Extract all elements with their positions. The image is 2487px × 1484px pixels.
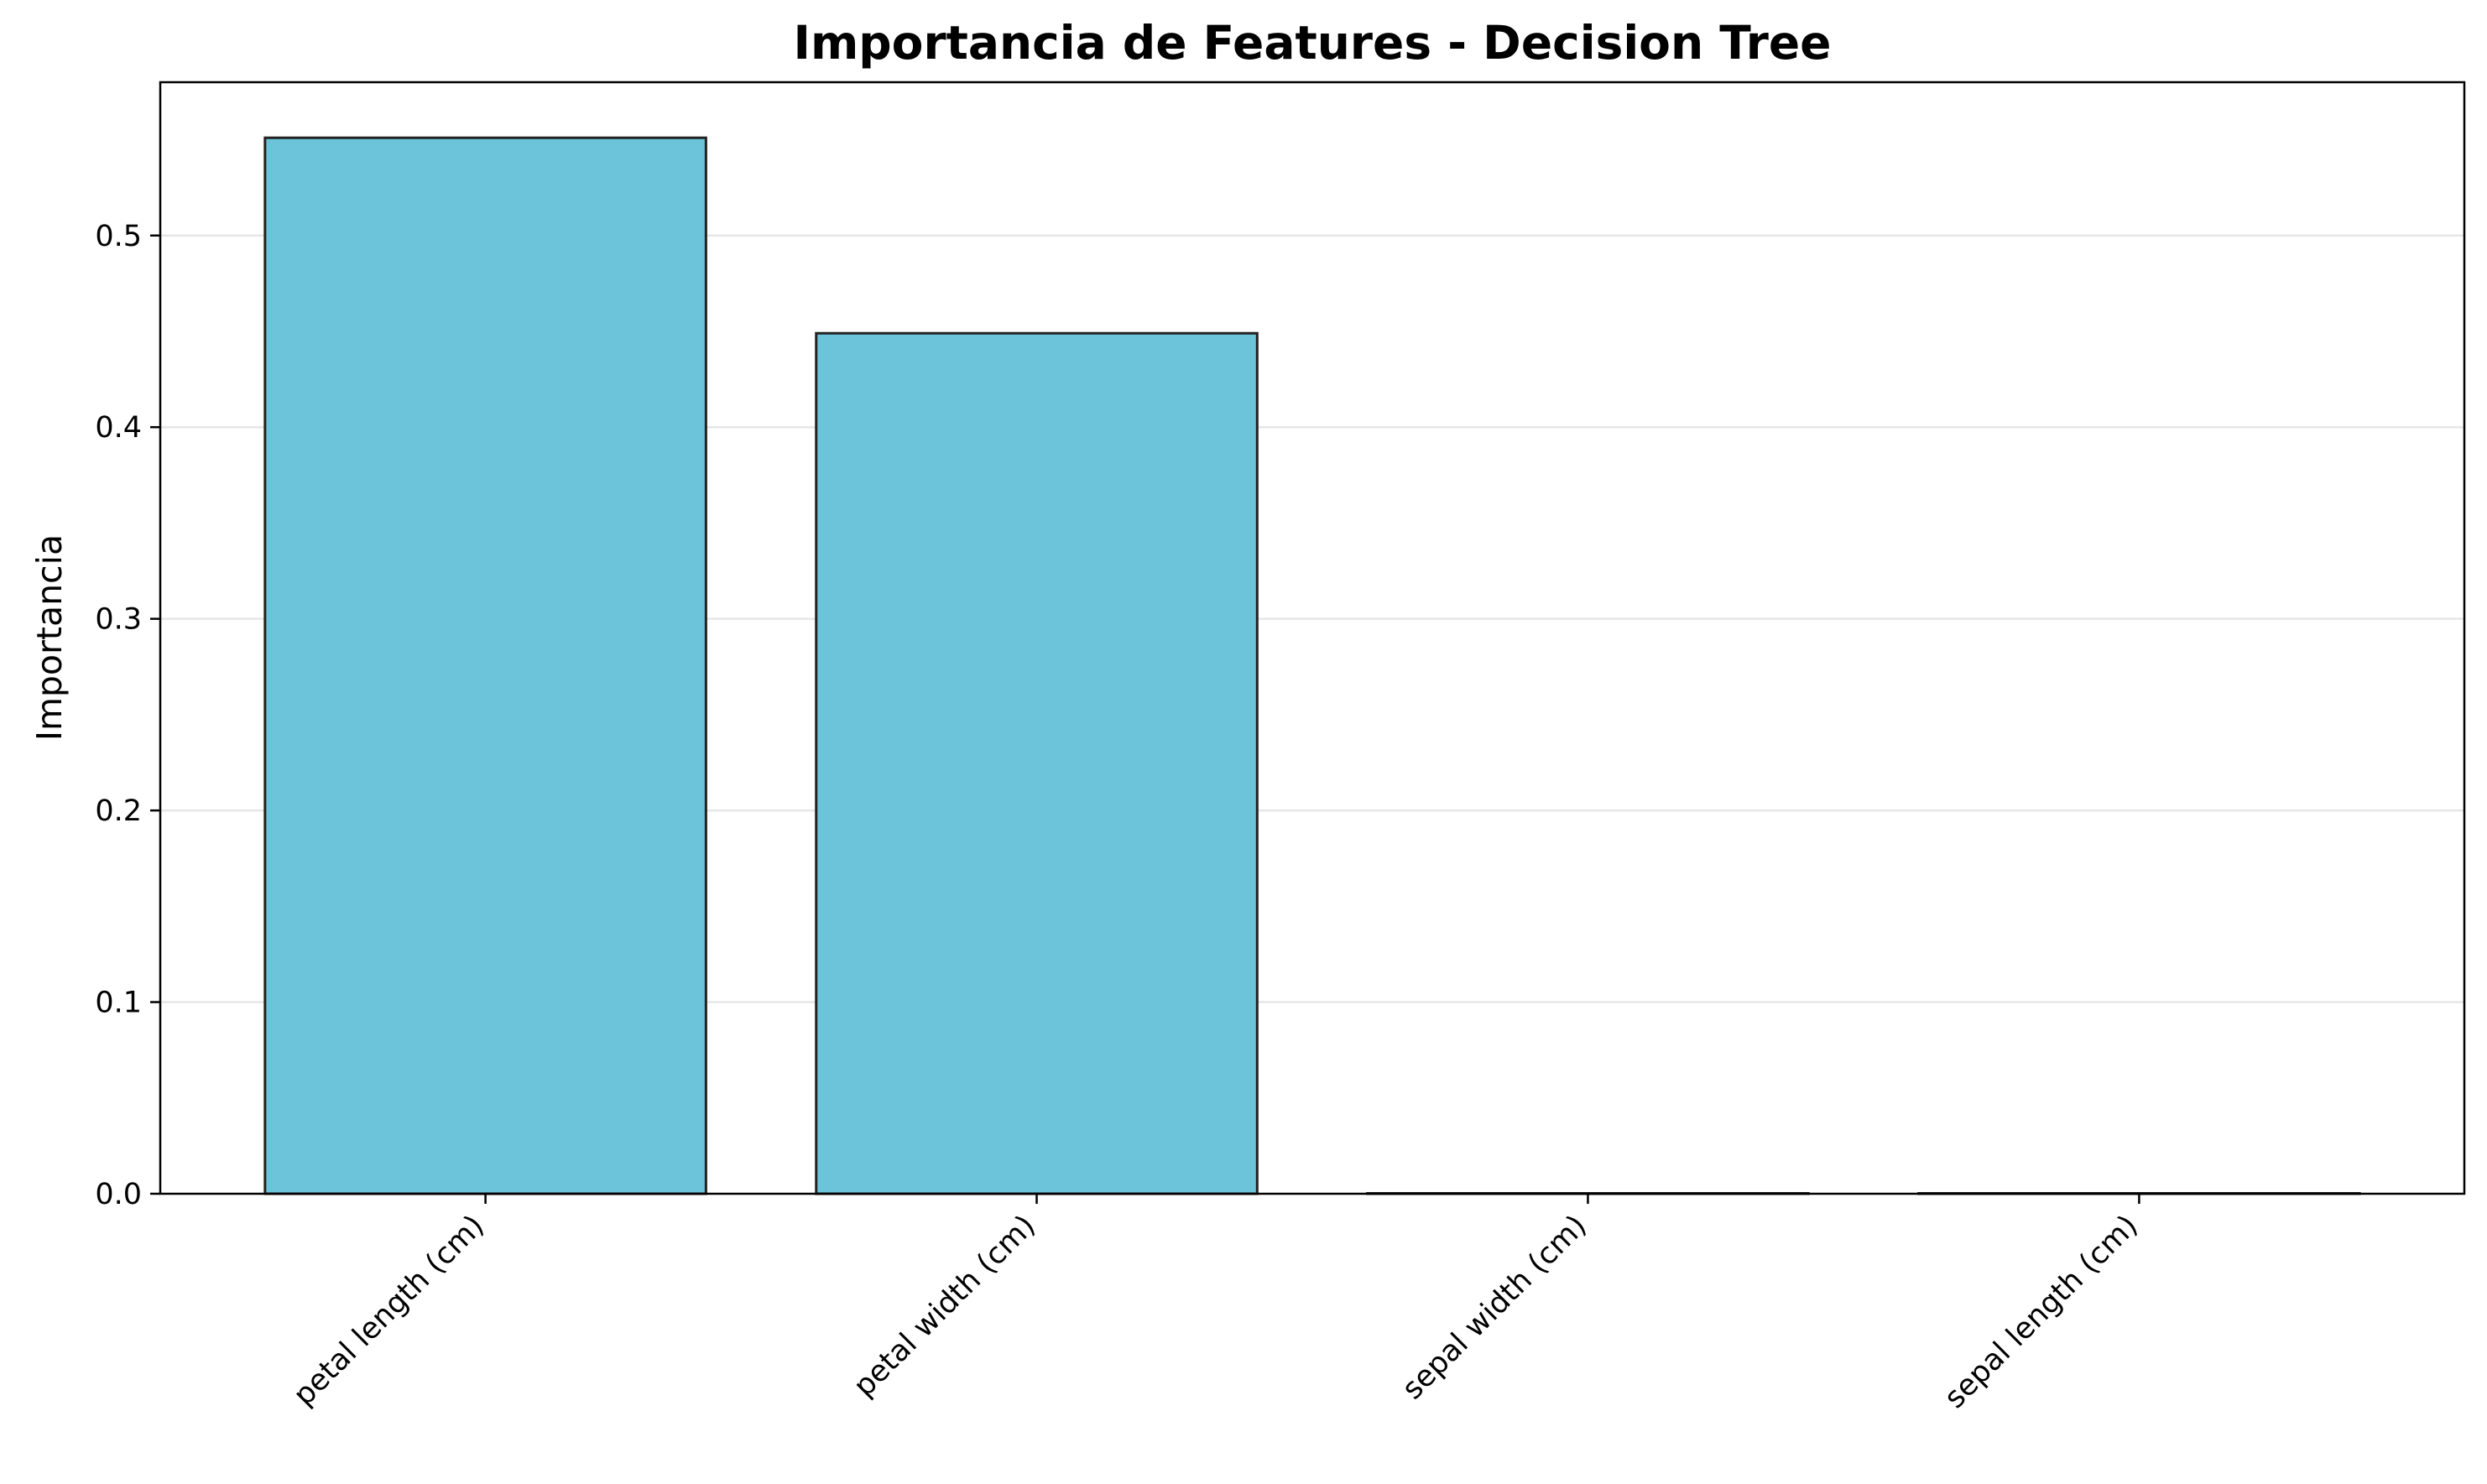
y-tick-label: 0.0	[95, 1178, 142, 1211]
y-axis-label: Importancia	[29, 534, 70, 741]
y-tick-label: 0.1	[95, 987, 142, 1020]
y-tick-label: 0.3	[95, 603, 142, 637]
x-tick-label: sepal length (cm)	[1938, 1209, 2145, 1415]
y-tick-label: 0.5	[95, 220, 142, 253]
x-tick-label: petal length (cm)	[287, 1209, 491, 1413]
x-axis-ticks: petal length (cm) petal width (cm) sepal w…	[287, 1194, 2145, 1415]
bar	[815, 331, 1259, 1195]
plot-frame	[159, 81, 2466, 1195]
chart-title: Importancia de Features - Decision Tree	[794, 16, 1832, 70]
x-tick-label: sepal width (cm)	[1396, 1209, 1593, 1406]
y-axis-ticks: 0.0 0.1 0.2 0.3 0.4 0.5	[95, 220, 160, 1211]
y-tick-label: 0.4	[95, 411, 142, 445]
bar-layer	[263, 136, 2361, 1195]
y-tick-label: 0.2	[95, 794, 142, 828]
bar	[263, 136, 707, 1195]
x-tick-label: petal width (cm)	[847, 1209, 1042, 1403]
